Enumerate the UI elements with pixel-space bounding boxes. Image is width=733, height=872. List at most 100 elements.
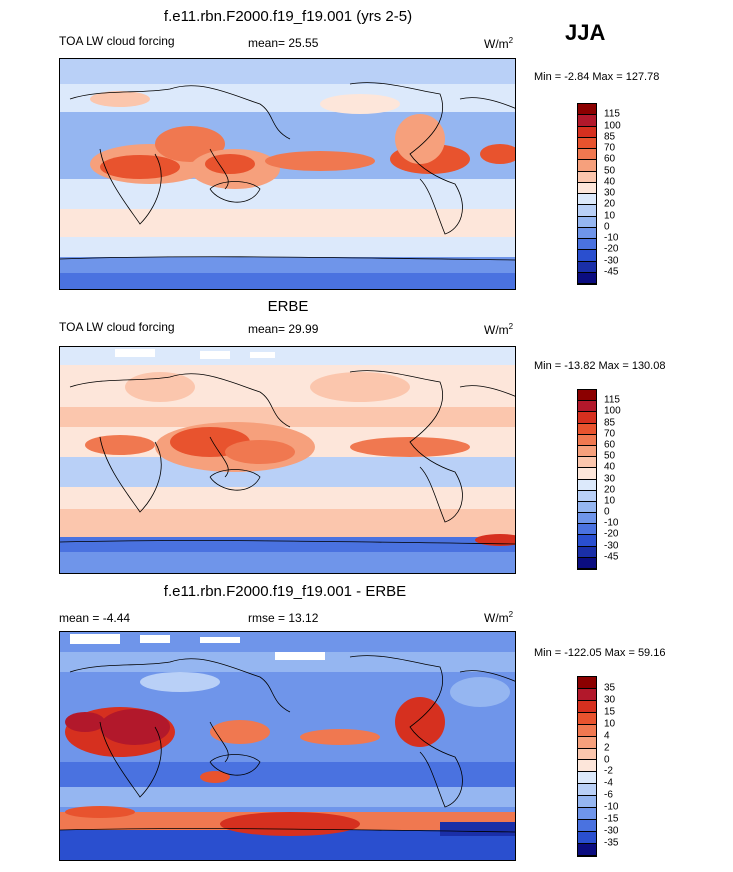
panel-1-mean: mean= 25.55 <box>248 36 319 50</box>
colorbar-label: 60 <box>604 439 616 451</box>
colorbar-swatch <box>578 524 596 536</box>
colorbar-swatch <box>578 250 596 262</box>
colorbar-label: -6 <box>604 789 613 801</box>
panel-3-minmax: Min = -122.05 Max = 59.16 <box>534 647 666 659</box>
colorbar-swatch <box>578 126 596 138</box>
colorbar-label: 60 <box>604 153 616 165</box>
colorbar-label: -10 <box>604 232 619 244</box>
colorbar-label: 10 <box>604 495 616 507</box>
panel-3-rmse: rmse = 13.12 <box>248 611 319 625</box>
colorbar-swatch <box>578 239 596 251</box>
panel-2-variable: TOA LW cloud forcing <box>59 320 175 334</box>
colorbar-label: -4 <box>604 777 613 789</box>
colorbar-label: 30 <box>604 694 616 706</box>
colorbar-swatch <box>578 546 596 558</box>
panel-2-map <box>59 346 516 574</box>
colorbar-label: -45 <box>604 551 619 563</box>
colorbar-label: -10 <box>604 517 619 529</box>
panel-3-units: W/m2 <box>484 610 514 625</box>
colorbar-swatch <box>578 513 596 525</box>
colorbar-label: -20 <box>604 243 619 255</box>
colorbar-swatch <box>578 501 596 514</box>
colorbar-swatch <box>578 104 596 116</box>
colorbar-swatch <box>578 820 596 832</box>
colorbar-swatch <box>578 182 596 194</box>
colorbar-label: 40 <box>604 176 616 188</box>
colorbar-swatch <box>578 171 596 183</box>
panel-1-map-field <box>60 59 515 289</box>
colorbar-label: 2 <box>604 742 610 754</box>
colorbar-label: 70 <box>604 428 616 440</box>
colorbar-label: 70 <box>604 142 616 154</box>
season-label: JJA <box>565 20 606 45</box>
colorbar-label: -30 <box>604 255 619 266</box>
colorbar-label: 30 <box>604 187 616 199</box>
colorbar-label: 100 <box>604 405 621 417</box>
colorbar-label: 0 <box>604 221 610 233</box>
colorbar-label: 85 <box>604 131 616 143</box>
colorbar-swatch <box>578 149 596 161</box>
colorbar-swatch <box>578 216 596 228</box>
colorbar-label: 50 <box>604 165 616 176</box>
panel-1-map <box>59 58 516 290</box>
colorbar-swatch <box>578 736 596 749</box>
colorbar-label: 20 <box>604 484 616 496</box>
colorbar-swatch <box>578 272 596 284</box>
colorbar-label: 10 <box>604 718 616 730</box>
panel-2-mean: mean= 29.99 <box>248 322 319 336</box>
colorbar-swatch <box>578 445 596 458</box>
colorbar-label: -30 <box>604 540 619 552</box>
colorbar-swatch <box>578 401 596 413</box>
panel-1-title: f.e11.rbn.F2000.f19_f19.001 (yrs 2-5) <box>163 8 413 25</box>
colorbar-label: 30 <box>604 473 616 484</box>
colorbar-swatch <box>578 160 596 172</box>
colorbar-swatch <box>578 700 596 713</box>
colorbar-label: -30 <box>604 825 619 837</box>
colorbar-swatch <box>578 724 596 737</box>
panel-2-title: ERBE <box>267 298 309 315</box>
colorbar-label: -10 <box>604 801 619 813</box>
panel-1-units: W/m2 <box>484 36 514 51</box>
colorbar-swatch <box>578 115 596 127</box>
colorbar-swatch <box>578 843 596 856</box>
colorbar-swatch <box>578 434 596 446</box>
panel-1-colorbar <box>577 103 597 285</box>
panel-2-map-field <box>60 347 515 573</box>
colorbar-swatch <box>578 390 596 402</box>
panel-3-map <box>59 631 516 861</box>
colorbar-label: 0 <box>604 754 610 766</box>
colorbar-label: 50 <box>604 450 616 462</box>
colorbar-label: 115 <box>604 394 620 406</box>
panel-3-colorbar-segments <box>578 677 596 856</box>
colorbar-swatch <box>578 796 596 809</box>
colorbar-swatch <box>578 423 596 435</box>
panel-3-title: f.e11.rbn.F2000.f19_f19.001 - ERBE <box>163 583 407 600</box>
panel-1-minmax: Min = -2.84 Max = 127.78 <box>534 71 660 83</box>
colorbar-swatch <box>578 831 596 844</box>
colorbar-label: 20 <box>604 198 616 210</box>
colorbar-swatch <box>578 784 596 797</box>
colorbar-swatch <box>578 479 596 491</box>
colorbar-swatch <box>578 677 596 689</box>
panel-2-minmax: Min = -13.82 Max = 130.08 <box>534 360 666 372</box>
colorbar-swatch <box>578 205 596 217</box>
colorbar-label: 100 <box>604 120 621 131</box>
colorbar-swatch <box>578 688 596 701</box>
panel-1-colorbar-segments <box>578 104 596 284</box>
colorbar-swatch <box>578 772 596 785</box>
colorbar-label: 0 <box>604 506 610 518</box>
colorbar-label: -2 <box>604 765 613 777</box>
panel-3-map-field <box>60 632 515 860</box>
colorbar-label: 85 <box>604 417 616 429</box>
colorbar-label: 40 <box>604 461 616 473</box>
panel-2-colorbar <box>577 389 597 570</box>
colorbar-swatch <box>578 490 596 502</box>
colorbar-swatch <box>578 137 596 149</box>
colorbar-label: 15 <box>604 706 616 718</box>
colorbar-swatch <box>578 412 596 424</box>
panel-1-variable: TOA LW cloud forcing <box>59 34 175 48</box>
colorbar-label: -15 <box>604 813 619 825</box>
colorbar-label: -45 <box>604 266 619 278</box>
colorbar-label: 115 <box>604 108 620 120</box>
colorbar-swatch <box>578 748 596 761</box>
